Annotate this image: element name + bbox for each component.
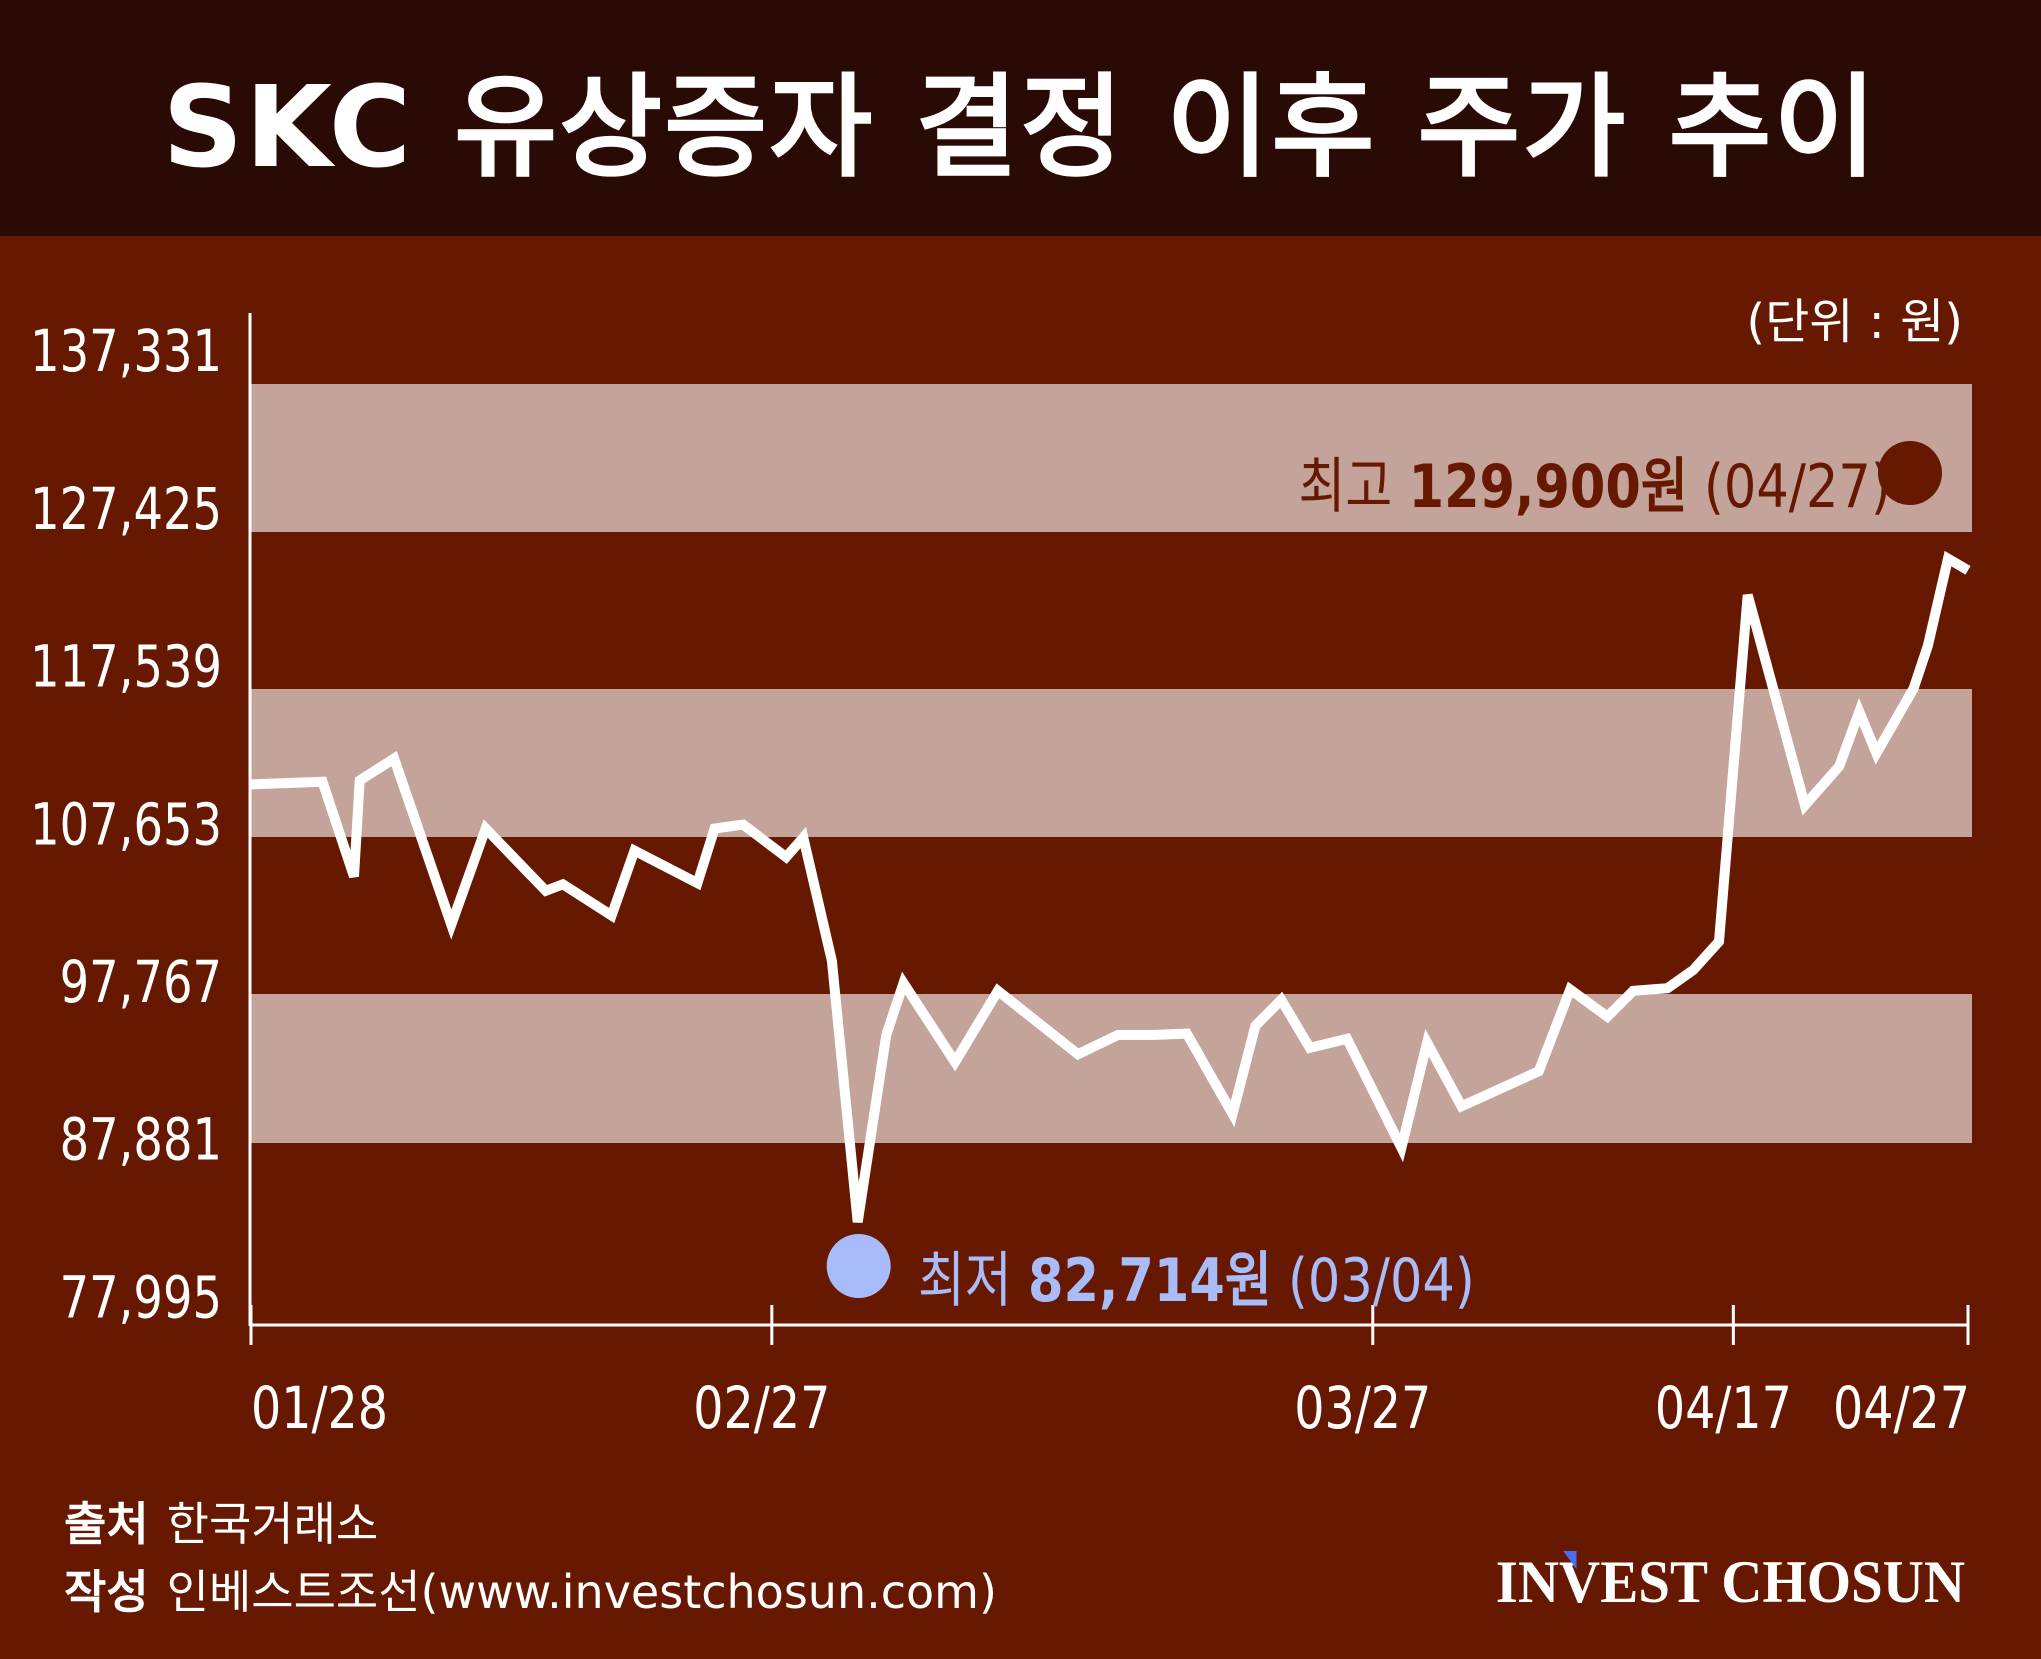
y-tick-label: 127,425	[30, 476, 222, 543]
low-annotation: 최저 82,714원 (03/04)	[918, 1232, 1475, 1319]
title-bar: SKC 유상증자 결정 이후 주가 추이	[0, 0, 2041, 236]
low-prefix: 최저	[918, 1246, 1012, 1316]
y-tick-label: 97,767	[60, 949, 222, 1016]
low-marker	[826, 1234, 891, 1298]
unit-label: (단위 : 원)	[1746, 294, 1963, 350]
source-label: 출처	[64, 1497, 149, 1551]
y-tick-label: 137,331	[30, 318, 222, 385]
source-text: 한국거래소	[166, 1497, 379, 1551]
x-ticks: 01/28 02/27 03/27 04/17 04/27	[249, 1305, 1970, 1442]
author-label: 작성	[64, 1565, 149, 1619]
band-2	[251, 994, 1972, 1143]
author-text: 인베스트조선(www.investchosun.com)	[166, 1565, 997, 1619]
high-prefix: 최고	[1298, 452, 1393, 522]
x-tick-label: 03/27	[1294, 1374, 1431, 1442]
high-marker	[1878, 441, 1942, 505]
high-date: (04/27)	[1704, 452, 1891, 522]
logo-text-1: IN	[1495, 1549, 1559, 1615]
low-date: (03/04)	[1288, 1246, 1475, 1316]
y-tick-label: 77,995	[60, 1264, 222, 1331]
chart-title: SKC 유상증자 결정 이후 주가 추이	[162, 63, 1879, 193]
band-0	[251, 384, 1972, 532]
band-1	[251, 689, 1972, 837]
y-tick-label: 107,653	[30, 791, 222, 858]
y-tick-label: 117,539	[30, 634, 222, 701]
y-tick-labels: 137,331 127,425 117,539 107,653 97,767 87,881…	[30, 318, 222, 1332]
high-annotation: 최고 129,900원 (04/27)	[1299, 438, 1891, 525]
source-line: 출처 한국거래소	[64, 1488, 378, 1554]
y-tick-label: 87,881	[60, 1107, 222, 1174]
x-tick-label: 04/17	[1655, 1374, 1792, 1442]
price-line	[250, 550, 1971, 1223]
logo-text-3: EST CHOSUN	[1600, 1549, 1965, 1615]
x-tick-label: 01/28	[251, 1374, 388, 1442]
background-bands	[251, 384, 1972, 1143]
logo-text-2: V	[1558, 1549, 1601, 1615]
x-tick-label: 02/27	[693, 1374, 830, 1442]
x-tick-label: 04/27	[1833, 1374, 1970, 1442]
author-line: 작성 인베스트조선(www.investchosun.com)	[64, 1556, 997, 1622]
low-value: 82,714원	[1028, 1246, 1272, 1316]
invest-chosun-logo: INVEST CHOSUN	[1496, 1548, 1965, 1617]
high-value: 129,900원	[1408, 452, 1689, 522]
